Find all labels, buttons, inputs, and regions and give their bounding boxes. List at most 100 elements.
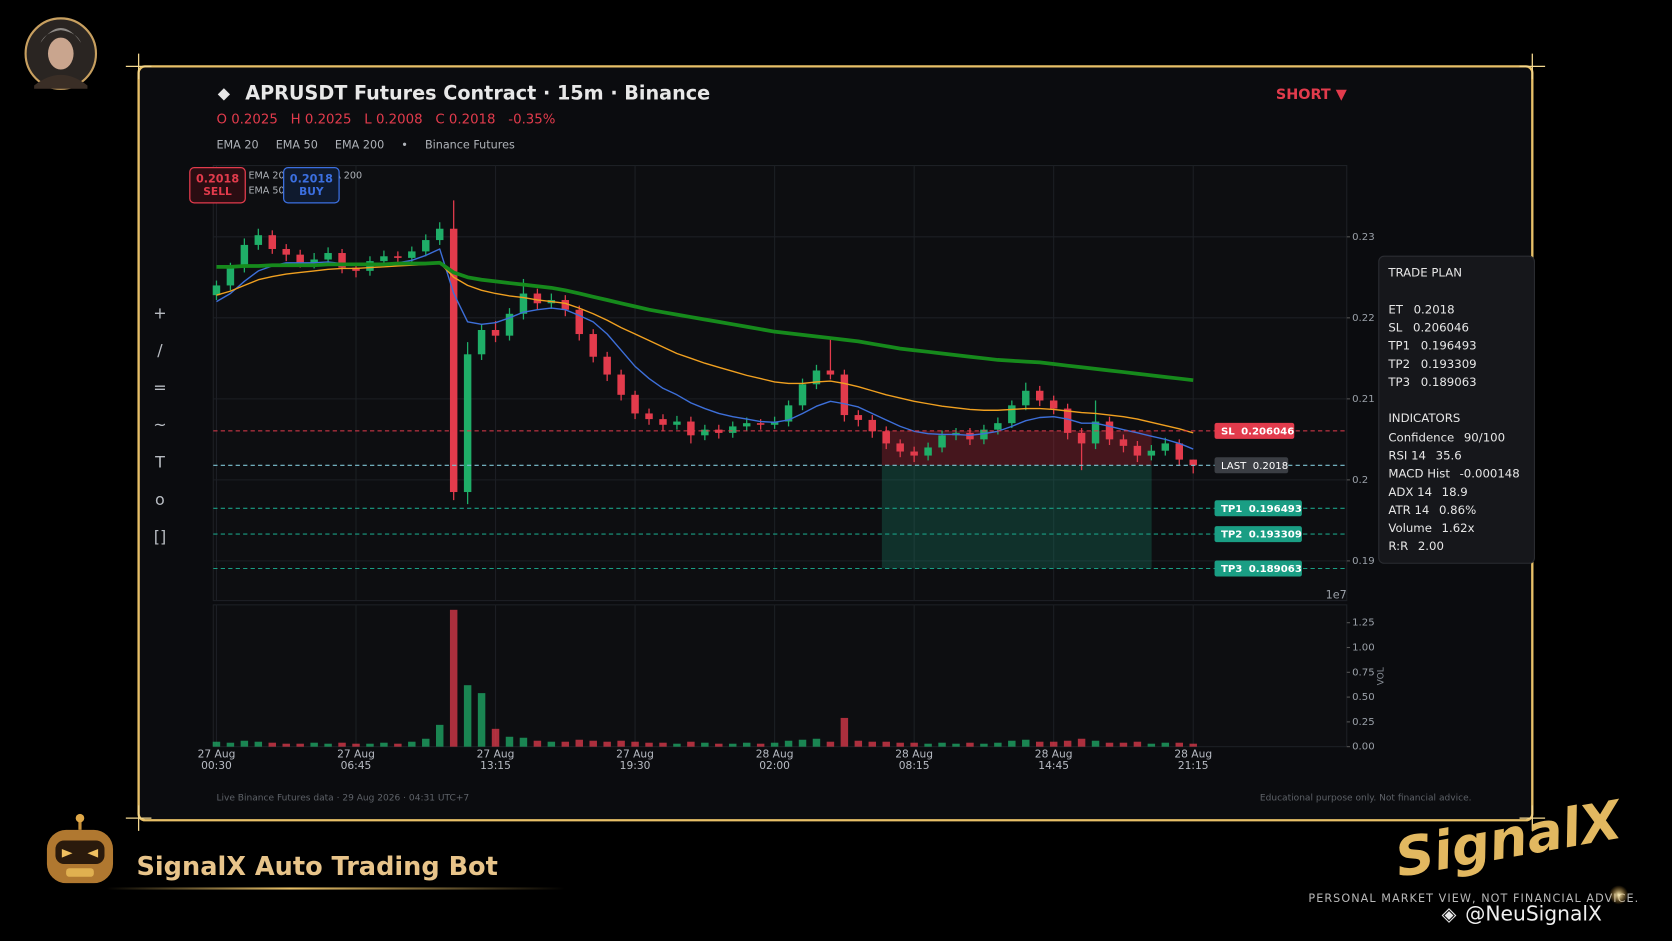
legend-source: Binance Futures [425, 138, 515, 151]
row-value: 0.196493 [1421, 338, 1477, 352]
ohlc-value: 0.2025 [231, 113, 278, 128]
volume-bar [1161, 742, 1170, 747]
volume-bar [1049, 741, 1058, 747]
x-tick-label-box: 28 Aug 08:15 [895, 749, 933, 772]
volume-bar [324, 743, 332, 747]
volume-tick-label: 0.25 [1352, 717, 1375, 728]
x-tick-label-box: 27 Aug 19:30 [616, 749, 654, 772]
bot-underline [106, 887, 566, 890]
candle-body [408, 251, 416, 258]
level-tag [1214, 422, 1295, 439]
bot-name: SignalX Auto Trading Bot [136, 852, 497, 882]
row-value: 0.193309 [1421, 356, 1477, 370]
row-label: R:R [1388, 539, 1408, 553]
candle-body [282, 248, 290, 255]
volume-bar [519, 737, 528, 747]
volume-bar [742, 742, 751, 747]
ohlc-label: L [364, 113, 372, 128]
ema-line [216, 262, 1194, 434]
volume-bar [310, 742, 318, 747]
toolbar-tool[interactable]: / [157, 341, 163, 360]
footer-source: Live Binance Futures data · 29 Aug 2026 … [216, 793, 469, 803]
volume-bar [882, 741, 890, 747]
sparkle [1609, 885, 1629, 905]
candle-body [896, 443, 904, 452]
avatar [24, 17, 98, 90]
toolbar-tool[interactable]: o [155, 490, 165, 509]
volume-bar [854, 740, 863, 747]
trade-plan-panel [1378, 255, 1535, 564]
candle-body [1077, 432, 1086, 444]
volume-bar [812, 738, 821, 747]
candle-body [1133, 445, 1142, 456]
candle-body [812, 370, 821, 385]
toolbar-tool[interactable]: T [154, 453, 165, 472]
candle-body [854, 415, 863, 420]
volume-bar [1091, 740, 1100, 747]
x-tick-label: 27 Aug 06:45 [337, 748, 375, 773]
candle-body [380, 256, 388, 262]
badge-label: BUY [299, 185, 324, 198]
level-tag-text: LAST 0.2018 [1221, 461, 1288, 472]
trade-plan-row: Volume 1.62x [1388, 521, 1474, 535]
candle-body [659, 419, 667, 425]
candle-body [1119, 439, 1128, 446]
ema-line [216, 260, 1194, 383]
volume-bar [1189, 743, 1197, 747]
signal-direction[interactable]: SHORT ▼ [1276, 87, 1348, 103]
trade-plan-row: R:R 2.00 [1388, 539, 1444, 553]
volume-bar [715, 743, 723, 747]
level-name: TP1 [1221, 504, 1242, 515]
row-label: SL [1388, 320, 1402, 334]
toolbar-tool[interactable]: [] [154, 527, 166, 546]
level-name: LAST [1221, 461, 1247, 472]
volume-bar [463, 685, 472, 747]
candle-body [938, 435, 946, 448]
row-label: ET [1388, 302, 1403, 316]
y-tick-label: 0.21 [1352, 394, 1375, 405]
candle-body [645, 413, 653, 420]
volume-bar [994, 742, 1002, 747]
volume-bar [910, 742, 918, 747]
x-tick-label: 28 Aug 02:00 [755, 748, 794, 773]
x-tick-label-box: 28 Aug 02:00 [755, 748, 794, 773]
toolbar-tool[interactable]: + [153, 303, 166, 322]
candle-body [1049, 400, 1058, 409]
volume-bar [589, 740, 597, 747]
ohlc-value: 0.2008 [376, 113, 423, 128]
volume-bar [966, 742, 974, 747]
row-value: 0.2018 [1414, 302, 1455, 316]
volume-bar [938, 742, 946, 747]
toolbar-tool[interactable]: = [153, 378, 166, 397]
volume-bar [435, 724, 444, 747]
row-value: 0.86% [1439, 502, 1476, 516]
y-tick-label: 0.2 [1352, 475, 1368, 486]
level-name: TP2 [1221, 530, 1242, 541]
candle-body [240, 244, 249, 268]
row-label: TP2 [1387, 356, 1410, 370]
candle-body [463, 354, 472, 493]
toolbar-tool[interactable]: ~ [153, 415, 166, 434]
brand-tagline: PERSONAL MARKET VIEW, NOT FINANCIAL ADVI… [1308, 892, 1639, 905]
trade-plan-row: TP3 0.189063 [1387, 374, 1476, 388]
candle-body [519, 293, 528, 314]
handle-icon: ◈ [1442, 903, 1457, 926]
trade-plan-row: Confidence 90/100 [1388, 430, 1505, 444]
volume-bar [603, 741, 611, 747]
legend-separator: • [401, 138, 408, 151]
row-value: 1.62x [1442, 521, 1475, 535]
volume-axis-label: VOL [1376, 667, 1386, 685]
volume-bar [952, 743, 960, 747]
volume-bar [491, 728, 500, 747]
volume-bar [1035, 741, 1044, 747]
volume-bar [477, 693, 486, 747]
candle-body [715, 429, 723, 433]
badge-price: 0.2018 [290, 172, 333, 185]
corner-sparkles [125, 53, 1546, 831]
volume-plot [212, 604, 1348, 748]
volume-bar [296, 743, 304, 747]
mini-legend-entry: EMA 200 [320, 171, 362, 182]
trade-plan-row: RSI 14 35.6 [1388, 448, 1461, 462]
trade-plan-row: ATR 14 0.86% [1388, 502, 1476, 516]
volume-tick-label: 0.00 [1352, 742, 1375, 753]
